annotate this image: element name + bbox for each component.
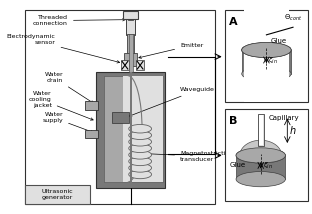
- Bar: [236, 155, 285, 179]
- Text: Ultrasonic
generator: Ultrasonic generator: [42, 189, 73, 200]
- Polygon shape: [240, 140, 282, 155]
- Bar: [123, 76, 163, 182]
- Bar: [128, 14, 134, 20]
- Bar: [96, 72, 165, 188]
- Ellipse shape: [129, 131, 152, 140]
- Bar: [85, 130, 98, 138]
- Bar: [121, 61, 129, 70]
- Bar: [136, 61, 144, 70]
- Text: Emitter: Emitter: [139, 43, 203, 58]
- Bar: [225, 10, 308, 102]
- Text: $\xi_{in}$: $\xi_{in}$: [268, 55, 278, 65]
- Text: $\Theta_{cont}$: $\Theta_{cont}$: [284, 13, 302, 24]
- Bar: [127, 34, 134, 55]
- Text: Electrodynamic
sensor: Electrodynamic sensor: [7, 34, 119, 63]
- Bar: [242, 50, 291, 74]
- Text: $h$: $h$: [289, 124, 297, 136]
- Bar: [129, 34, 133, 72]
- Ellipse shape: [129, 164, 152, 172]
- Polygon shape: [246, 35, 287, 50]
- Ellipse shape: [242, 42, 291, 58]
- Text: $\xi_{in}$: $\xi_{in}$: [263, 161, 273, 171]
- Text: Water
drain: Water drain: [45, 72, 94, 103]
- Bar: [258, 114, 264, 146]
- Ellipse shape: [129, 157, 152, 166]
- Text: Capillary: Capillary: [268, 114, 299, 121]
- Text: Water
cooling
jacket: Water cooling jacket: [29, 91, 93, 120]
- Ellipse shape: [129, 151, 152, 159]
- Ellipse shape: [242, 42, 291, 58]
- Ellipse shape: [242, 42, 291, 58]
- Bar: [126, 18, 135, 35]
- Ellipse shape: [236, 148, 285, 163]
- Bar: [244, 0, 289, 102]
- Ellipse shape: [129, 170, 152, 179]
- Text: B: B: [229, 116, 238, 126]
- Ellipse shape: [236, 148, 285, 163]
- Text: A: A: [229, 17, 238, 27]
- Text: Glue: Glue: [270, 37, 286, 43]
- Bar: [25, 185, 90, 204]
- Ellipse shape: [129, 144, 152, 153]
- Ellipse shape: [129, 125, 152, 133]
- Bar: [112, 112, 129, 123]
- Bar: [225, 109, 308, 201]
- Text: Threaded
connection: Threaded connection: [33, 15, 125, 26]
- Bar: [85, 101, 98, 110]
- Text: Waveguide: Waveguide: [129, 87, 215, 116]
- Ellipse shape: [129, 138, 152, 146]
- Bar: [130, 72, 132, 188]
- Bar: [25, 10, 215, 204]
- Ellipse shape: [246, 29, 287, 59]
- Bar: [123, 11, 138, 19]
- Ellipse shape: [236, 172, 285, 187]
- Bar: [259, 114, 263, 145]
- Bar: [104, 76, 163, 182]
- Text: Magnetostrictive
transducer: Magnetostrictive transducer: [146, 151, 233, 162]
- Bar: [124, 53, 137, 66]
- Text: Glue: Glue: [229, 162, 246, 168]
- Text: Water
supply: Water supply: [42, 112, 93, 133]
- Ellipse shape: [242, 66, 291, 81]
